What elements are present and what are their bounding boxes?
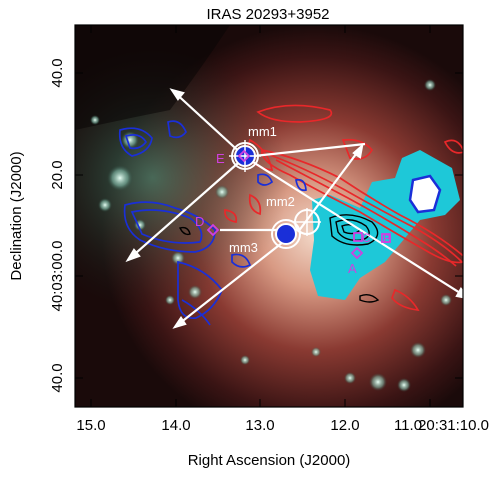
label-mm2: mm2 [266,194,295,209]
x-axis-label: Right Ascension (J2000) [188,452,351,469]
x-tick-label: 13.0 [245,417,274,434]
outflow-line-4 [244,156,463,297]
x-tick-label: 11.0 [394,417,422,434]
mm3-circle [271,219,301,249]
outflow-line-3 [244,142,366,159]
outflow-line-5 [297,145,363,233]
ir-markers [206,149,391,260]
label-C: C [362,231,371,245]
mm-sources [229,140,321,249]
y-tick-label: 40:03:00.0 [49,241,66,312]
axes [74,24,464,408]
y-tick-label: 20.0 [49,160,66,189]
y-axis-label: Declination (J2000) [8,151,25,280]
outflow-line-6 [174,234,293,328]
outflow-line-1 [171,89,246,158]
label-A: A [348,261,357,276]
x-tick-label: 14.0 [161,417,190,434]
y-tick-labels: 40.0 20.0 40:03:00.0 40.0 [49,58,66,392]
figure-title: IRAS 20293+3952 [206,6,329,23]
plot-frame [74,24,464,408]
x-tick-label: 20:31:10.0 [418,417,489,434]
marker-box-1 [353,232,363,242]
red-contours [224,104,463,312]
mm3-core [275,223,297,245]
x-tick-label: 15.0 [76,417,105,434]
x-ticks-marks [90,25,431,407]
label-mm1: mm1 [248,124,277,139]
label-D: D [195,214,204,229]
image-panel [75,25,463,407]
blue-contours [118,120,307,326]
outflow-line-2 [127,156,246,261]
label-B: B [383,232,391,246]
x-tick-labels: 15.0 14.0 13.0 12.0 11.0 20:31:10.0 [76,417,489,434]
y-tick-label: 40.0 [49,363,66,392]
contours [118,104,463,326]
marker-C-diamond [350,246,364,260]
label-E: E [216,151,225,166]
y-tick-label: 40.0 [49,58,66,87]
marker-E-diamond [237,149,251,163]
marker-box-2 [381,233,391,243]
label-mm3: mm3 [229,240,258,255]
x-tick-label: 12.0 [330,417,359,434]
y-ticks-marks [75,72,463,379]
marker-D-diamond [206,223,220,237]
source-labels: mm1 mm2 mm3 E D C B A [195,124,391,276]
